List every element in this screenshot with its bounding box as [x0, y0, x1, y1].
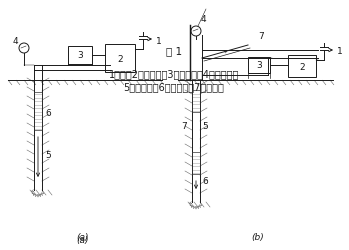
Text: 1: 1	[156, 36, 162, 45]
Bar	[288, 56, 316, 78]
Text: 7: 7	[258, 32, 264, 41]
Text: 5: 5	[202, 122, 208, 130]
Text: 4: 4	[13, 36, 18, 45]
Bar	[105, 45, 135, 73]
Text: 1: 1	[337, 47, 343, 56]
Text: (a): (a)	[77, 236, 89, 244]
Text: 6: 6	[45, 108, 51, 117]
Text: 1：水；2：拌浆筒；3：灌浆泵；4：压力表；: 1：水；2：拌浆筒；3：灌浆泵；4：压力表；	[109, 69, 239, 79]
Text: (a): (a)	[77, 232, 89, 241]
Text: 3: 3	[256, 61, 262, 70]
Text: 5：灌浆管；6：灌浆塞；7：回浆管: 5：灌浆管；6：灌浆塞；7：回浆管	[124, 82, 224, 92]
Text: 图 1: 图 1	[166, 46, 182, 56]
Text: 6: 6	[202, 176, 208, 185]
Text: 7: 7	[181, 122, 187, 130]
Text: 3: 3	[77, 51, 83, 60]
Text: 4: 4	[201, 15, 207, 24]
Text: 5: 5	[45, 151, 51, 160]
Text: 2: 2	[117, 54, 123, 63]
Bar	[248, 58, 270, 74]
Text: (b): (b)	[252, 232, 265, 241]
Bar	[68, 47, 92, 65]
Text: 2: 2	[299, 62, 305, 71]
